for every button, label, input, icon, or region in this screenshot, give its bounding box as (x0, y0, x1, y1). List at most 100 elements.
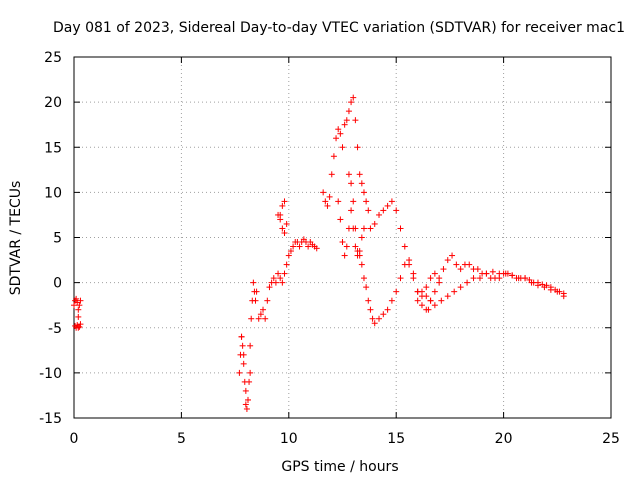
data-point (343, 117, 350, 124)
data-point (324, 202, 331, 209)
data-point (287, 248, 294, 255)
data-point (320, 189, 327, 196)
data-point (281, 270, 288, 277)
data-point (341, 252, 348, 259)
data-point (431, 288, 438, 295)
data-point (252, 297, 259, 304)
x-tick-label: 10 (280, 431, 298, 447)
data-point (277, 211, 284, 218)
chart-title: Day 081 of 2023, Sidereal Day-to-day VTE… (53, 20, 625, 36)
data-point (255, 315, 262, 322)
y-tick-label: 20 (44, 95, 62, 111)
data-point (371, 320, 378, 327)
data-point (388, 198, 395, 205)
data-point (431, 302, 438, 309)
data-point (393, 207, 400, 214)
data-point (371, 220, 378, 227)
data-point (322, 198, 329, 205)
data-point (240, 351, 247, 358)
data-point (77, 297, 84, 304)
data-point (393, 288, 400, 295)
data-point (360, 275, 367, 282)
data-point (554, 288, 561, 295)
data-point (270, 275, 277, 282)
data-point (453, 261, 460, 268)
data-point (354, 248, 361, 255)
x-tick-label: 25 (602, 431, 620, 447)
y-tick-label: -10 (39, 366, 62, 382)
data-point (418, 302, 425, 309)
data-point (363, 198, 370, 205)
data-point (313, 245, 320, 252)
data-point (547, 286, 554, 293)
data-point (397, 275, 404, 282)
data-point (352, 117, 359, 124)
data-point (348, 99, 355, 106)
data-point (247, 342, 254, 349)
data-point (247, 369, 254, 376)
data-point (515, 275, 522, 282)
data-point (376, 211, 383, 218)
data-point (71, 302, 77, 309)
y-tick-label: -5 (48, 321, 62, 337)
data-point (250, 279, 257, 286)
data-points (71, 94, 567, 412)
data-point (242, 401, 249, 408)
data-point (522, 275, 529, 282)
data-point (425, 306, 432, 313)
data-point (365, 297, 372, 304)
x-tick-label: 20 (495, 431, 513, 447)
data-point (438, 297, 445, 304)
data-point (380, 207, 387, 214)
data-point (75, 324, 82, 331)
data-point (77, 321, 84, 328)
data-point (354, 144, 361, 151)
x-tick-label: 0 (70, 431, 79, 447)
grid-layer (74, 57, 611, 418)
data-point (451, 288, 458, 295)
data-point (388, 297, 395, 304)
data-point (277, 275, 284, 282)
data-point (244, 396, 251, 403)
data-point (365, 207, 372, 214)
data-point (489, 268, 496, 275)
y-axis-label: SDTVAR / TECUs (8, 181, 24, 296)
data-point (476, 275, 483, 282)
data-point (76, 302, 83, 309)
data-point (440, 266, 447, 273)
data-point (285, 252, 292, 259)
x-tick-label: 5 (177, 431, 186, 447)
data-point (236, 369, 243, 376)
y-tick-label: 5 (53, 231, 62, 247)
data-point (541, 284, 548, 291)
data-point (337, 130, 344, 137)
data-point (339, 144, 346, 151)
data-point (431, 270, 438, 277)
data-point (343, 243, 350, 250)
data-point (283, 220, 290, 227)
data-point (266, 284, 273, 291)
data-point (262, 315, 269, 322)
data-point (290, 243, 297, 250)
data-point (502, 270, 509, 277)
data-point (457, 266, 464, 273)
data-point (470, 275, 477, 282)
data-point (457, 284, 464, 291)
data-point (358, 234, 365, 241)
data-point (560, 293, 567, 300)
data-point (449, 252, 456, 259)
y-tick-label: -15 (39, 411, 62, 427)
data-point (240, 360, 247, 367)
data-point (363, 284, 370, 291)
data-point (427, 297, 434, 304)
data-point (356, 171, 363, 178)
data-point (384, 202, 391, 209)
y-tick-label: 15 (44, 140, 62, 156)
data-point (260, 306, 267, 313)
data-point (283, 261, 290, 268)
data-point (414, 297, 421, 304)
data-point (436, 275, 443, 282)
data-point (384, 306, 391, 313)
data-point (418, 288, 425, 295)
